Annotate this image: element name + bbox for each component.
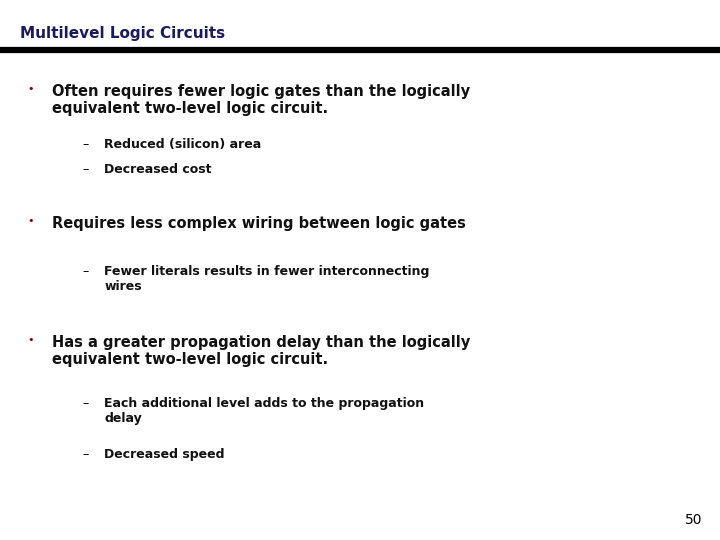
Text: 50: 50	[685, 512, 702, 526]
Text: Decreased speed: Decreased speed	[104, 448, 225, 461]
Text: Decreased cost: Decreased cost	[104, 163, 212, 176]
Text: •: •	[27, 216, 34, 226]
Text: –: –	[83, 163, 89, 176]
Text: Multilevel Logic Circuits: Multilevel Logic Circuits	[20, 26, 225, 41]
Text: –: –	[83, 397, 89, 410]
Text: Fewer literals results in fewer interconnecting
wires: Fewer literals results in fewer intercon…	[104, 265, 430, 293]
Text: Often requires fewer logic gates than the logically
equivalent two-level logic c: Often requires fewer logic gates than th…	[52, 84, 470, 116]
Text: •: •	[27, 84, 34, 94]
Text: Reduced (silicon) area: Reduced (silicon) area	[104, 138, 261, 151]
Text: Requires less complex wiring between logic gates: Requires less complex wiring between log…	[52, 216, 466, 231]
Text: Each additional level adds to the propagation
delay: Each additional level adds to the propag…	[104, 397, 425, 425]
Text: –: –	[83, 448, 89, 461]
Text: •: •	[27, 335, 34, 345]
Text: –: –	[83, 138, 89, 151]
Text: –: –	[83, 265, 89, 278]
Text: Has a greater propagation delay than the logically
equivalent two-level logic ci: Has a greater propagation delay than the…	[52, 335, 470, 367]
